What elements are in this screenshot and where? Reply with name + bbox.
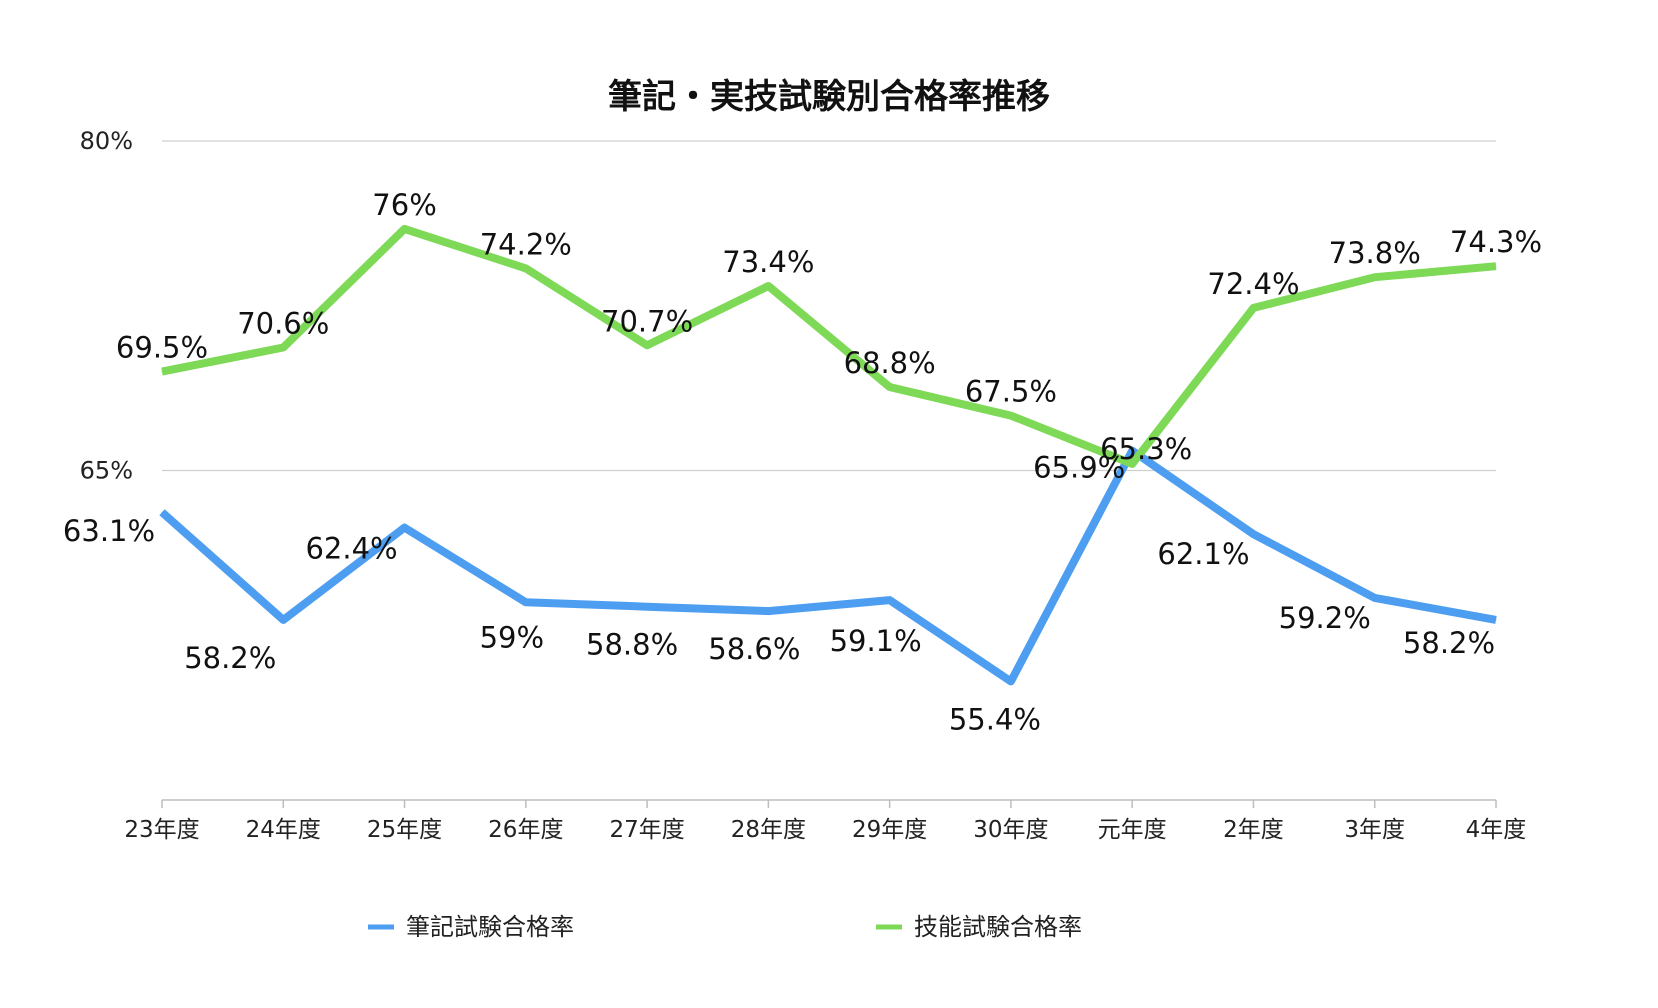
data-point bbox=[1252, 307, 1254, 309]
data-label: 74.3% bbox=[1450, 225, 1542, 259]
data-point bbox=[282, 346, 284, 348]
data-point bbox=[282, 619, 284, 621]
x-tick-label: 4年度 bbox=[1466, 817, 1527, 843]
data-point bbox=[525, 601, 527, 603]
data-label: 55.4% bbox=[949, 702, 1041, 736]
data-point bbox=[1131, 450, 1133, 452]
x-axis-ticks: 23年度 24年度 25年度 26年度 27年度 28年度 29年度 30年度 元年度 2年度 3年… bbox=[124, 800, 1526, 843]
data-label: 62.1% bbox=[1157, 537, 1249, 571]
legend: 筆記試験合格率 技能試験合格率 bbox=[368, 913, 1082, 941]
data-label: 59.1% bbox=[830, 624, 922, 658]
x-tick-label: 2年度 bbox=[1223, 817, 1284, 843]
y-tick-label: 80% bbox=[80, 127, 133, 155]
series-line-0 bbox=[159, 446, 1497, 686]
x-tick-label: 27年度 bbox=[609, 817, 684, 843]
series-lines bbox=[159, 224, 1497, 686]
data-point bbox=[1374, 597, 1376, 599]
data-point bbox=[404, 527, 406, 529]
y-tick-label: 65% bbox=[80, 457, 133, 485]
x-tick-label: 25年度 bbox=[367, 817, 442, 843]
data-label: 73.4% bbox=[722, 245, 814, 279]
x-tick-label: 23年度 bbox=[124, 817, 199, 843]
legend-label: 筆記試験合格率 bbox=[406, 913, 574, 941]
data-label: 74.2% bbox=[480, 227, 572, 261]
data-point bbox=[1010, 680, 1012, 682]
data-label: 65.3% bbox=[1100, 432, 1192, 466]
chart-title: 筆記・実技試験別合格率推移 bbox=[608, 77, 1050, 117]
x-tick-label: 24年度 bbox=[246, 817, 321, 843]
data-label: 62.4% bbox=[305, 532, 397, 566]
data-point bbox=[889, 386, 891, 388]
data-label: 70.7% bbox=[601, 304, 693, 338]
x-tick-label: 3年度 bbox=[1344, 817, 1405, 843]
y-axis-ticks: 80% 65% bbox=[80, 127, 133, 485]
data-point bbox=[1495, 265, 1497, 267]
data-label: 58.2% bbox=[184, 641, 276, 675]
data-point bbox=[525, 267, 527, 269]
data-point bbox=[1131, 463, 1133, 465]
data-point bbox=[1374, 276, 1376, 278]
data-labels: 63.1% 58.2% 62.4% 59% 58.8% 58.6% 59.1% 55.4% 65… bbox=[63, 188, 1542, 737]
data-label: 68.8% bbox=[844, 346, 936, 380]
data-point bbox=[1495, 619, 1497, 621]
data-point bbox=[161, 511, 163, 513]
x-tick-label: 29年度 bbox=[852, 817, 927, 843]
x-tick-label: 28年度 bbox=[731, 817, 806, 843]
data-label: 58.2% bbox=[1403, 626, 1495, 660]
data-label: 76% bbox=[372, 188, 436, 222]
data-label: 63.1% bbox=[63, 514, 155, 548]
data-label: 58.8% bbox=[586, 628, 678, 662]
data-label: 73.8% bbox=[1329, 236, 1421, 270]
data-label: 65.9% bbox=[1033, 451, 1125, 485]
data-point bbox=[161, 371, 163, 373]
data-point bbox=[1252, 533, 1254, 535]
data-label: 70.6% bbox=[237, 306, 329, 340]
data-point bbox=[646, 344, 648, 346]
data-label: 69.5% bbox=[116, 331, 208, 365]
gridlines bbox=[162, 140, 1496, 472]
x-tick-label: 元年度 bbox=[1098, 817, 1167, 843]
legend-label: 技能試験合格率 bbox=[914, 913, 1082, 941]
data-label: 72.4% bbox=[1207, 267, 1299, 301]
data-label: 67.5% bbox=[965, 375, 1057, 409]
x-tick-label: 30年度 bbox=[973, 817, 1048, 843]
data-point bbox=[889, 599, 891, 601]
data-point bbox=[767, 610, 769, 612]
data-label: 58.6% bbox=[708, 632, 800, 666]
series-line-1 bbox=[161, 224, 1497, 468]
data-point bbox=[646, 606, 648, 608]
data-label: 59.2% bbox=[1279, 601, 1371, 635]
data-point bbox=[404, 228, 406, 230]
data-label: 59% bbox=[480, 620, 544, 654]
data-point bbox=[767, 285, 769, 287]
data-point bbox=[1010, 415, 1012, 417]
x-tick-label: 26年度 bbox=[488, 817, 563, 843]
